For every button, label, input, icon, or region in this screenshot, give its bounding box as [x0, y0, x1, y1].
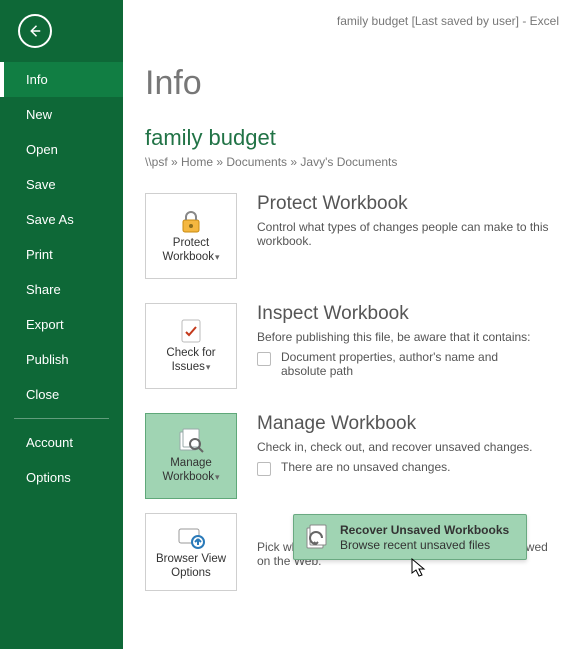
recover-unsaved-menuitem[interactable]: Recover Unsaved Workbooks Browse recent … — [293, 514, 527, 560]
sidebar-item-account[interactable]: Account — [0, 425, 123, 460]
sidebar-item-publish[interactable]: Publish — [0, 342, 123, 377]
manage-bullet: There are no unsaved changes. — [257, 460, 533, 476]
section-title: Inspect Workbook — [257, 303, 531, 325]
flyout-text: Recover Unsaved Workbooks Browse recent … — [340, 523, 509, 552]
bullet-icon — [257, 352, 271, 366]
sidebar-item-export[interactable]: Export — [0, 307, 123, 342]
content: Info family budget \\psf » Home » Docume… — [123, 0, 579, 591]
flyout-title: Recover Unsaved Workbooks — [340, 523, 509, 537]
bullet-text: There are no unsaved changes. — [281, 460, 450, 474]
tile-label: Check for — [166, 347, 215, 359]
main-panel: family budget [Last saved by user] - Exc… — [123, 0, 579, 649]
tile-label: Protect — [173, 237, 209, 249]
section-title: Manage Workbook — [257, 413, 533, 435]
tile-label: Options — [171, 567, 211, 579]
sidebar-item-save[interactable]: Save — [0, 167, 123, 202]
sidebar-item-close[interactable]: Close — [0, 377, 123, 412]
sidebar-item-info[interactable]: Info — [0, 62, 123, 97]
sidebar-item-share[interactable]: Share — [0, 272, 123, 307]
sidebar-item-label: Share — [26, 282, 61, 297]
section-title: Protect Workbook — [257, 193, 557, 215]
protect-text: Protect Workbook Control what types of c… — [257, 193, 557, 248]
check-for-issues-button[interactable]: Check for Issues — [145, 303, 237, 389]
lock-icon — [176, 208, 206, 234]
bullet-text: Document properties, author's name and a… — [281, 350, 531, 378]
inspect-text: Inspect Workbook Before publishing this … — [257, 303, 531, 378]
sidebar-item-label: Options — [26, 470, 71, 485]
inspect-bullet: Document properties, author's name and a… — [257, 350, 531, 378]
sidebar-item-label: Save — [26, 177, 56, 192]
sidebar-item-label: Open — [26, 142, 58, 157]
protect-section: Protect Workbook Protect Workbook Control… — [145, 193, 557, 279]
breadcrumb: \\psf » Home » Documents » Javy's Docume… — [145, 155, 557, 169]
sidebar-item-label: Close — [26, 387, 59, 402]
back-button[interactable] — [18, 14, 52, 48]
sidebar-item-label: Account — [26, 435, 73, 450]
manage-text: Manage Workbook Check in, check out, and… — [257, 413, 533, 476]
tile-label: Issues — [172, 361, 211, 373]
document-name: family budget — [145, 125, 557, 151]
sidebar-item-save-as[interactable]: Save As — [0, 202, 123, 237]
tile-label: Browser View — [156, 553, 226, 565]
sidebar-item-label: Info — [26, 72, 48, 87]
sidebar-item-label: Publish — [26, 352, 69, 367]
tile-label: Workbook — [162, 251, 219, 263]
browser-upload-icon — [176, 524, 206, 550]
inspect-section: Check for Issues Inspect Workbook Before … — [145, 303, 557, 389]
workbook-search-icon — [176, 428, 206, 454]
tile-label: Manage — [170, 457, 212, 469]
flyout-desc: Browse recent unsaved files — [340, 538, 509, 552]
recover-icon — [304, 522, 330, 552]
sidebar-item-label: Export — [26, 317, 64, 332]
sidebar-divider — [14, 418, 109, 419]
checklist-icon — [176, 318, 206, 344]
sidebar-item-label: Print — [26, 247, 53, 262]
sidebar-item-label: New — [26, 107, 52, 122]
sidebar-item-print[interactable]: Print — [0, 237, 123, 272]
arrow-left-icon — [26, 22, 44, 40]
section-desc: Before publishing this file, be aware th… — [257, 330, 531, 344]
manage-workbook-button[interactable]: Manage Workbook — [145, 413, 237, 499]
sidebar-item-options[interactable]: Options — [0, 460, 123, 495]
bullet-icon — [257, 462, 271, 476]
browser-view-options-button[interactable]: Browser View Options — [145, 513, 237, 591]
page-heading: Info — [145, 64, 557, 103]
sidebar-item-open[interactable]: Open — [0, 132, 123, 167]
sidebar-item-new[interactable]: New — [0, 97, 123, 132]
backstage-sidebar: Info New Open Save Save As Print Share E… — [0, 0, 123, 649]
section-desc: Check in, check out, and recover unsaved… — [257, 440, 533, 454]
section-desc: Control what types of changes people can… — [257, 220, 557, 248]
tile-label: Workbook — [162, 471, 219, 483]
window-title: family budget [Last saved by user] - Exc… — [123, 14, 559, 28]
manage-section: Manage Workbook Manage Workbook Check in,… — [145, 413, 557, 499]
sidebar-item-label: Save As — [26, 212, 74, 227]
back-row — [0, 0, 123, 62]
protect-workbook-button[interactable]: Protect Workbook — [145, 193, 237, 279]
